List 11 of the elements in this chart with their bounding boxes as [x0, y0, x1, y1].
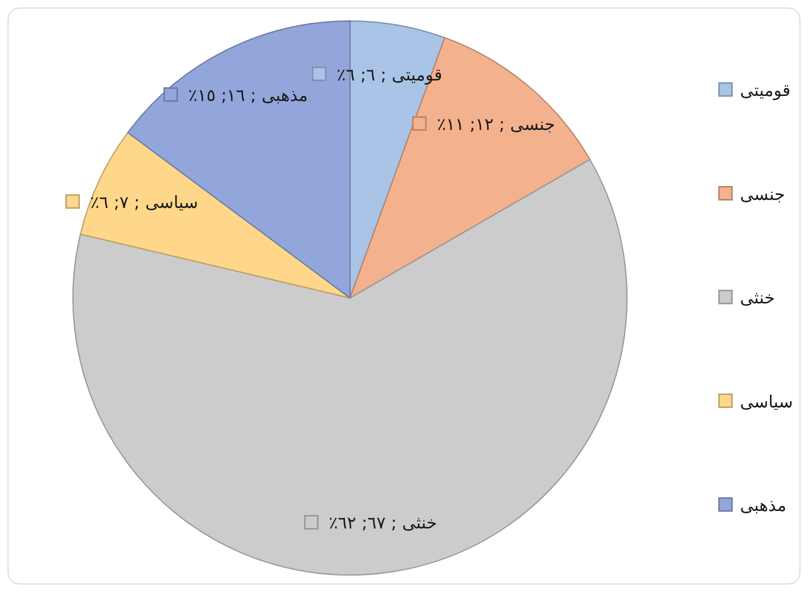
data-label: سیاسی ; ٧; ٦٪ [90, 193, 198, 214]
legend-label: قومیتی [740, 81, 790, 101]
legend-label: سیاسی [740, 392, 793, 412]
pie-slice [80, 132, 351, 299]
data-label: مذهبی ; ١٦; ١٥٪ [188, 86, 308, 106]
legend-label: مذهبی [740, 496, 786, 516]
data-label: جنسی ; ١٢; ١١٪ [436, 115, 556, 135]
pie-slice [72, 158, 628, 576]
data-label: خنثی ; ٦٧; ٦٢٪ [328, 514, 438, 534]
legend-label: جنسی [740, 184, 785, 205]
legend-label: خنثی [740, 288, 775, 308]
